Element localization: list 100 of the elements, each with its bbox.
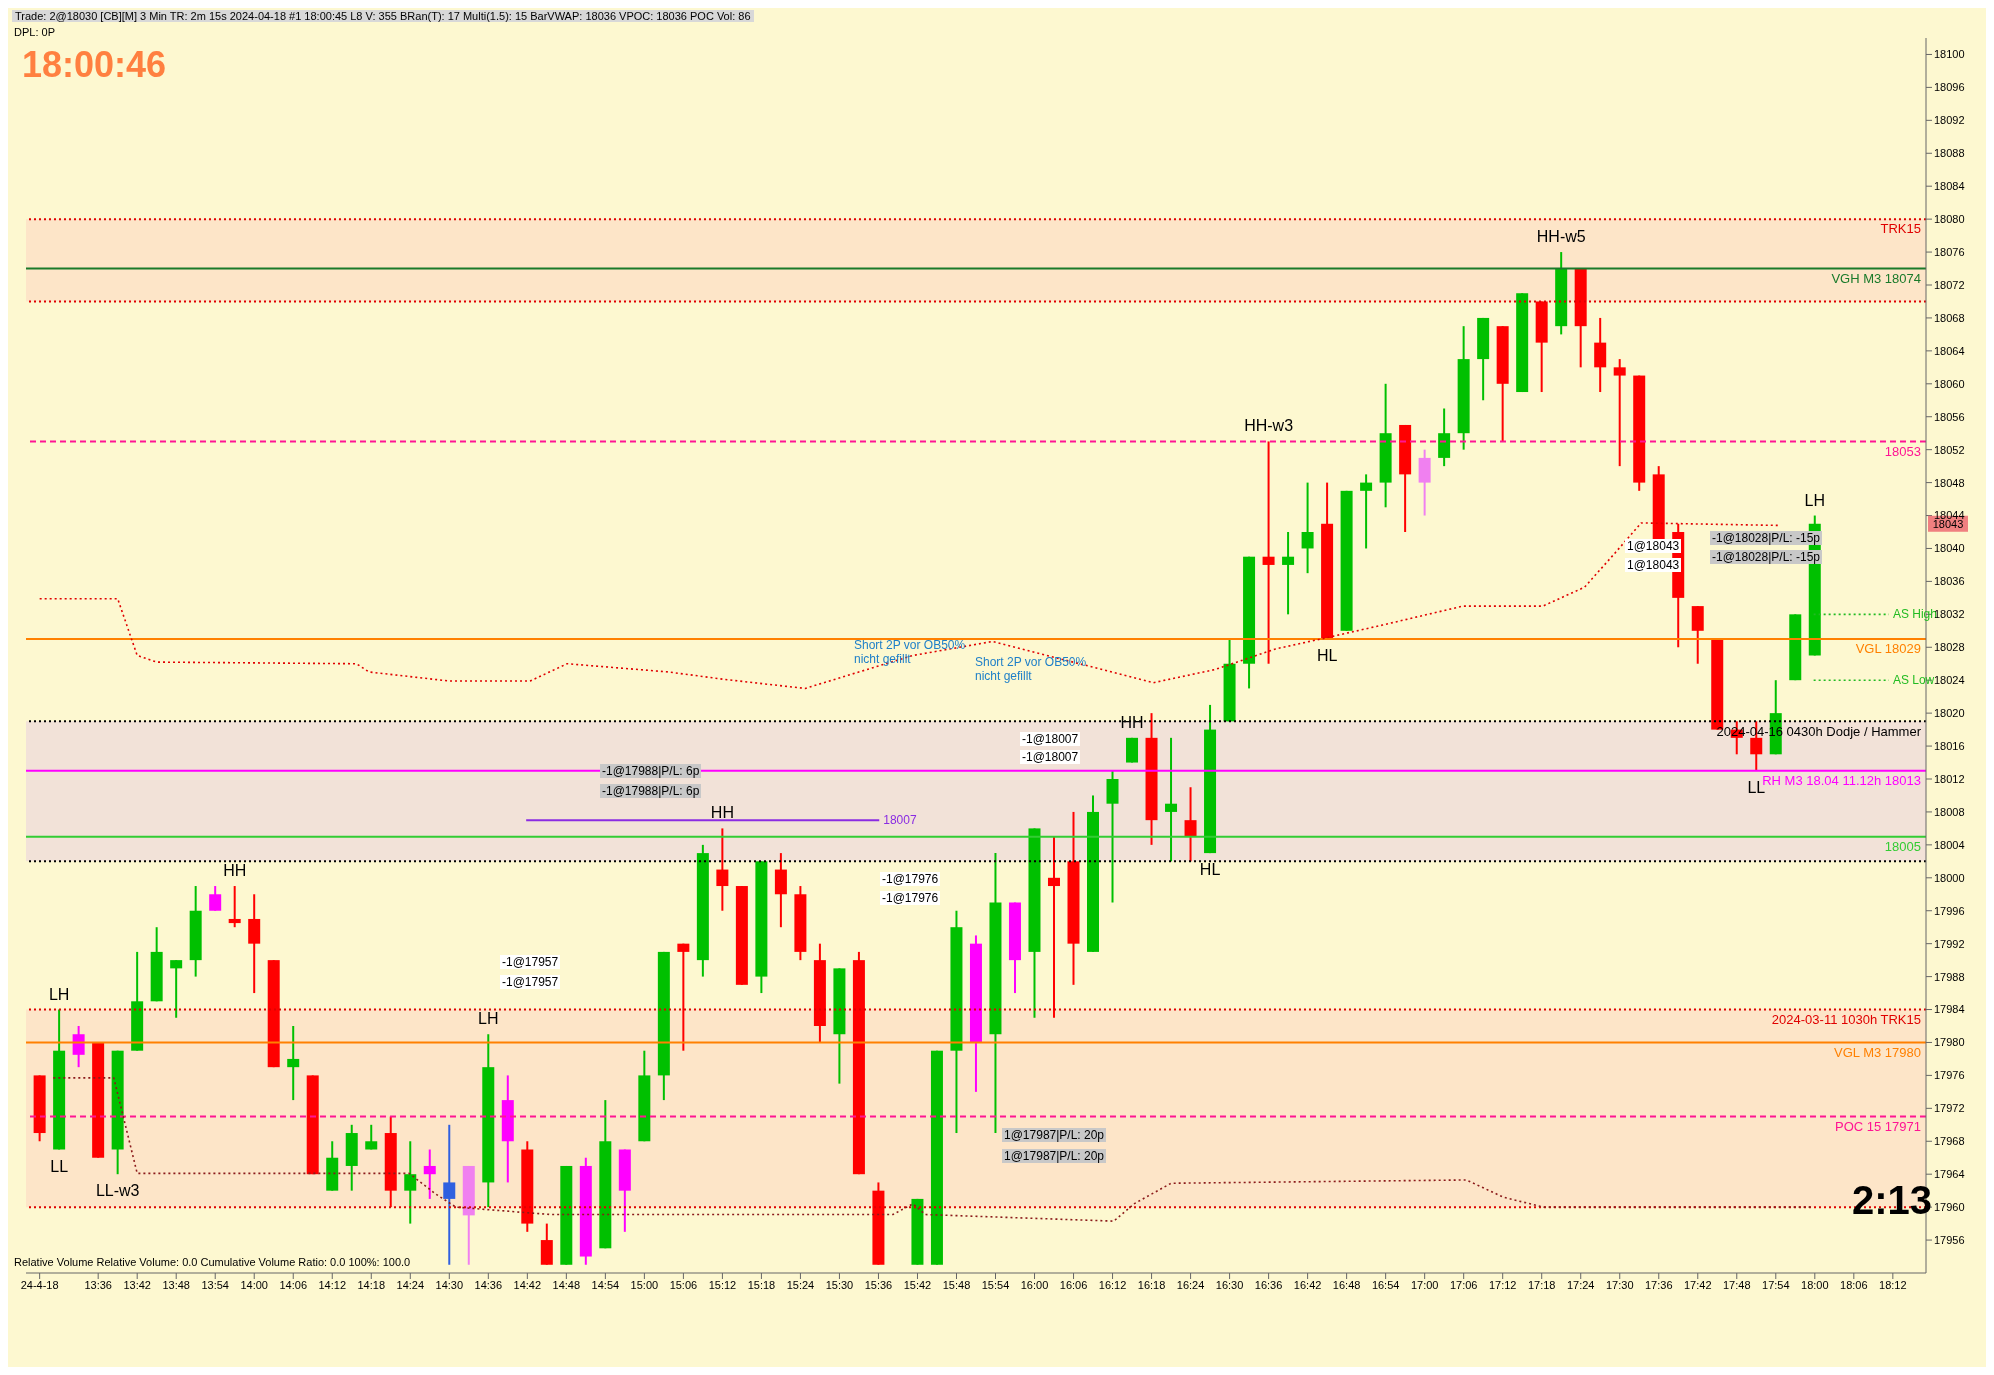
annotation: HH [710, 804, 734, 822]
candlestick [365, 1123, 378, 1151]
y-tick-label: 18096 [1934, 81, 1965, 94]
annotation: -1@18007 [1020, 732, 1081, 746]
x-tick-label: 24-4-18 [20, 1278, 59, 1291]
x-tick-label: 15:42 [903, 1278, 932, 1291]
x-tick-label: 18:06 [1840, 1278, 1868, 1291]
annotation: Relative Volume Relative Volume: 0.0 Cumulative Volume Ratio: 0.0 100%: 100.0 [13, 1256, 412, 1268]
series-label: 18007 [883, 813, 917, 828]
annotation: 1@18043 [1625, 539, 1682, 553]
y-tick-label: 18024 [1934, 674, 1965, 687]
annotation: 1@18043 [1625, 558, 1682, 572]
y-tick-label: 18068 [1934, 311, 1965, 324]
y-tick-label: 18012 [1934, 772, 1965, 785]
y-tick-label: 18008 [1934, 805, 1965, 818]
x-tick-label: 15:12 [708, 1278, 737, 1291]
candlestick [287, 1025, 300, 1102]
annotation: -1@17976 [880, 872, 941, 886]
x-tick-label: 15:54 [981, 1278, 1010, 1291]
x-tick-label: 15:48 [942, 1278, 971, 1291]
y-tick-label: 18072 [1934, 278, 1965, 291]
y-tick-label: 17968 [1934, 1135, 1965, 1148]
x-tick-label: 17:00 [1410, 1278, 1439, 1291]
x-tick-label: 17:06 [1449, 1278, 1478, 1291]
annotation: HH [223, 862, 247, 880]
y-tick-label: 18056 [1934, 410, 1965, 423]
candlestick [170, 959, 183, 1019]
candlestick [404, 1140, 417, 1225]
annotation: LH [1804, 491, 1826, 509]
candlestick [1360, 473, 1373, 550]
x-tick-label: 17:24 [1566, 1278, 1595, 1291]
y-tick-label: 18044 [1934, 509, 1965, 522]
annotation: -1@17957 [500, 955, 561, 969]
annotation: -1@17957 [500, 975, 561, 989]
x-tick-label: 16:54 [1371, 1278, 1400, 1291]
x-tick-label: 13:42 [123, 1278, 151, 1291]
annotation: HL [1199, 861, 1221, 879]
y-tick-label: 17988 [1934, 970, 1965, 983]
x-tick-label: 14:54 [591, 1278, 620, 1291]
x-tick-label: 18:00 [1801, 1278, 1829, 1291]
x-tick-label: 15:00 [630, 1278, 659, 1291]
line-series [52, 1077, 1813, 1222]
x-tick-label: 13:48 [162, 1278, 190, 1291]
ref-line-label: TRK15 [1880, 221, 1921, 237]
y-tick-label: 18032 [1934, 608, 1965, 621]
x-tick-label: 14:06 [279, 1278, 308, 1291]
annotation: -1@18028|P/L: -15p [1710, 550, 1823, 564]
y-tick-label: 17992 [1934, 937, 1965, 950]
x-tick-label: 15:36 [864, 1278, 893, 1291]
x-tick-label: 17:18 [1527, 1278, 1556, 1291]
y-tick-label: 18016 [1934, 739, 1965, 752]
candlestick [1262, 440, 1275, 665]
y-tick-label: 18092 [1934, 114, 1965, 127]
y-tick-label: 18048 [1934, 476, 1965, 489]
candlestick [72, 1025, 85, 1069]
annotation: 1@17987|P/L: 20p [1002, 1149, 1107, 1163]
y-tick-label: 18064 [1934, 344, 1965, 357]
annotation: HL [1316, 647, 1338, 665]
y-tick-label: 18100 [1934, 48, 1965, 61]
text: DPL: 0P [13, 26, 56, 38]
annotation: LL-w3 [95, 1182, 140, 1200]
candlestick [1184, 786, 1197, 863]
x-tick-label: 16:00 [1020, 1278, 1049, 1291]
candlestick [677, 942, 690, 1052]
y-tick-label: 18084 [1934, 180, 1965, 193]
annotation: 1@17987|P/L: 20p [1002, 1128, 1107, 1142]
chart-subtitle: Trade: 2@18030 [CB][M] 3 Min TR: 2m 15s 2024-04-18 #1 18:00:45 L8 V: 355 BRan(T): 17 Multi(1.5): 15 BarVWAP: 18036 VPOC: 18036 POC Vol: 86 [12, 10, 754, 22]
candlestick [443, 1123, 456, 1266]
y-tick-label: 17984 [1934, 1003, 1965, 1016]
x-tick-label: 16:42 [1293, 1278, 1322, 1291]
y-tick-label: 18020 [1934, 707, 1965, 720]
candlestick [1282, 531, 1295, 616]
y-tick-label: 18080 [1934, 213, 1965, 226]
y-tick-label: 17972 [1934, 1102, 1965, 1115]
x-tick-label: 14:42 [513, 1278, 542, 1291]
x-tick-label: 17:42 [1684, 1278, 1712, 1291]
candlestick [1613, 358, 1626, 468]
series-label: AS Low [1892, 673, 1935, 688]
annotation: Short 2P vor OB50% nicht gefillt [974, 655, 1088, 683]
series-label: AS High [1892, 607, 1937, 622]
x-tick-label: 17:12 [1488, 1278, 1517, 1291]
y-tick-label: 18040 [1934, 542, 1965, 555]
x-tick-label: 17:48 [1723, 1278, 1751, 1291]
x-tick-label: 14:00 [240, 1278, 268, 1291]
x-tick-label: 17:30 [1605, 1278, 1634, 1291]
x-tick-label: 14:24 [396, 1278, 425, 1291]
x-tick-label: 17:36 [1644, 1278, 1673, 1291]
x-tick-label: 16:24 [1176, 1278, 1205, 1291]
y-tick-label: 18028 [1934, 641, 1965, 654]
candlestick [423, 1148, 436, 1200]
x-tick-label: 14:30 [435, 1278, 464, 1291]
y-tick-label: 17996 [1934, 904, 1965, 917]
annotation: -1@18028|P/L: -15p [1710, 531, 1823, 545]
x-tick-label: 13:54 [201, 1278, 229, 1291]
annotation: -1@17988|P/L: 6p [600, 764, 702, 778]
y-tick-label: 18000 [1934, 871, 1965, 884]
x-tick-label: 14:18 [357, 1278, 386, 1291]
y-tick-label: 18036 [1934, 575, 1965, 588]
x-tick-label: 16:06 [1059, 1278, 1088, 1291]
ref-line-label: 2024-03-11 1030h TRK15 [1771, 1011, 1921, 1027]
